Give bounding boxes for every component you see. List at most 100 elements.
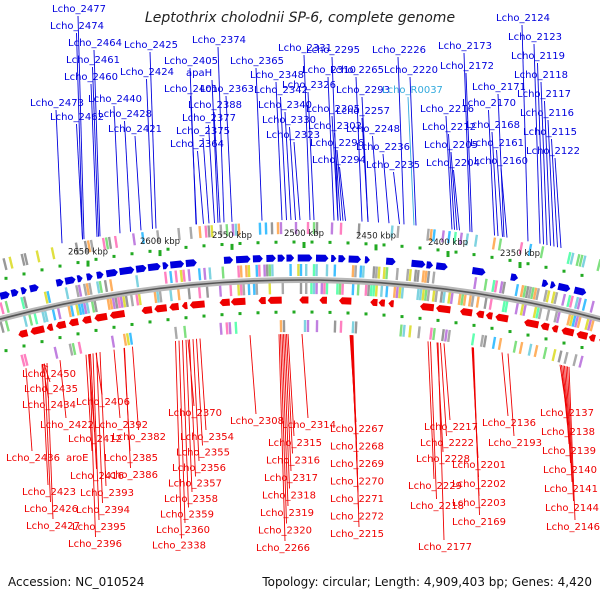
feature-block [221, 266, 225, 279]
feature-block [98, 280, 103, 294]
reverse-gene-arrow [109, 309, 126, 319]
feature-block [85, 301, 91, 314]
gene-label: Lcho_2464 [68, 38, 122, 49]
feature-block [2, 258, 8, 271]
gene-label: Lcho_2316 [266, 456, 320, 467]
reverse-gene-arrow [267, 296, 282, 304]
gene-label: Lcho_2392 [94, 420, 148, 431]
ruler-tick [238, 241, 242, 245]
gene-label: Lcho_2122 [526, 146, 580, 157]
leader-line [90, 353, 97, 470]
feature-block [421, 288, 426, 301]
feature-block [77, 341, 83, 354]
ruler-label: 2600 kbp [140, 237, 180, 247]
leader-line [178, 340, 186, 524]
gene-label: Lcho_2117 [517, 89, 571, 100]
feature-block [447, 291, 452, 304]
feature-block [449, 291, 454, 305]
gene-label: Lcho_2141 [544, 484, 598, 495]
leader-line [327, 76, 335, 221]
feature-block [504, 300, 509, 313]
feature-block [22, 296, 28, 309]
feature-block [22, 314, 28, 328]
ruler-major-tick [302, 242, 306, 249]
feature-block [535, 306, 541, 319]
gene-label: Lcho_2201 [452, 460, 506, 471]
feature-block [197, 286, 202, 299]
forward-gene-arrow [55, 278, 64, 287]
gene-label: Lcho_2393 [80, 488, 134, 499]
feature-block [279, 320, 283, 333]
leader-line [473, 347, 480, 516]
gene-label: Lcho_2270 [330, 477, 384, 488]
leader-line [90, 83, 98, 237]
feature-block [128, 332, 134, 345]
gene-label: Lcho_2434 [22, 400, 76, 411]
feature-block [244, 265, 248, 278]
leader-line [544, 100, 551, 246]
feature-block [104, 237, 110, 250]
feature-block [578, 355, 584, 368]
ruler-tick [346, 311, 350, 315]
ruler-tick [328, 310, 332, 314]
feature-block [385, 267, 389, 280]
ruler-tick [310, 310, 314, 314]
leader-line [76, 32, 83, 240]
feature-block [88, 282, 93, 295]
feature-block [351, 265, 355, 278]
gene-label: Lcho_2323 [266, 130, 320, 141]
feature-block [418, 288, 423, 301]
gene-label: Lcho_2172 [440, 61, 494, 72]
feature-block [95, 281, 101, 294]
feature-block [421, 270, 426, 283]
leader-line [284, 334, 292, 472]
ruler-tick [580, 273, 584, 277]
leader-line [355, 76, 363, 222]
ruler-tick [4, 276, 8, 280]
ruler-tick [418, 316, 422, 320]
gene-label: Lcho_2354 [180, 432, 234, 443]
gene-label: Lcho_2375 [176, 126, 230, 137]
ruler-tick [382, 313, 386, 317]
feature-block [530, 286, 535, 300]
ruler-tick [94, 328, 98, 332]
feature-block [341, 282, 345, 295]
gene-label: Lcho_2160 [474, 156, 528, 167]
reverse-gene-arrow [30, 325, 45, 335]
reverse-gene-arrow [219, 298, 230, 307]
gene-label: Lcho_2385 [104, 453, 158, 464]
feature-block [483, 278, 488, 291]
feature-block [294, 222, 298, 235]
ruler-major-tick [446, 251, 450, 258]
leader-line [208, 124, 215, 224]
forward-gene-arrow [471, 267, 486, 276]
feature-block [125, 333, 131, 346]
feature-block [237, 223, 241, 236]
feature-block [297, 263, 300, 277]
gene-label: Lcho_2425 [124, 40, 178, 51]
gene-label: Lcho_2118 [514, 70, 568, 81]
feature-block [122, 333, 128, 346]
leader-line [185, 339, 193, 493]
feature-block [519, 303, 525, 316]
feature-block [382, 266, 386, 280]
feature-block [169, 289, 173, 302]
ruler-tick [112, 254, 116, 258]
feature-block [482, 335, 488, 348]
gene-label: Lcho_2440 [88, 94, 142, 105]
feature-block [23, 252, 29, 266]
feature-block [539, 246, 545, 259]
gene-label: Lcho_2137 [540, 408, 594, 419]
ruler-major-tick [374, 244, 378, 251]
feature-block [413, 269, 418, 282]
feature-block [282, 320, 286, 333]
feature-block [416, 269, 420, 283]
ruler-tick [436, 248, 440, 252]
leader-line [551, 138, 558, 248]
ruler-tick [76, 261, 80, 265]
feature-block [527, 343, 533, 356]
gene-label: Lcho_2266 [256, 543, 310, 554]
leader-line [124, 120, 131, 232]
reverse-gene-arrow [388, 300, 394, 308]
feature-block [584, 317, 590, 331]
